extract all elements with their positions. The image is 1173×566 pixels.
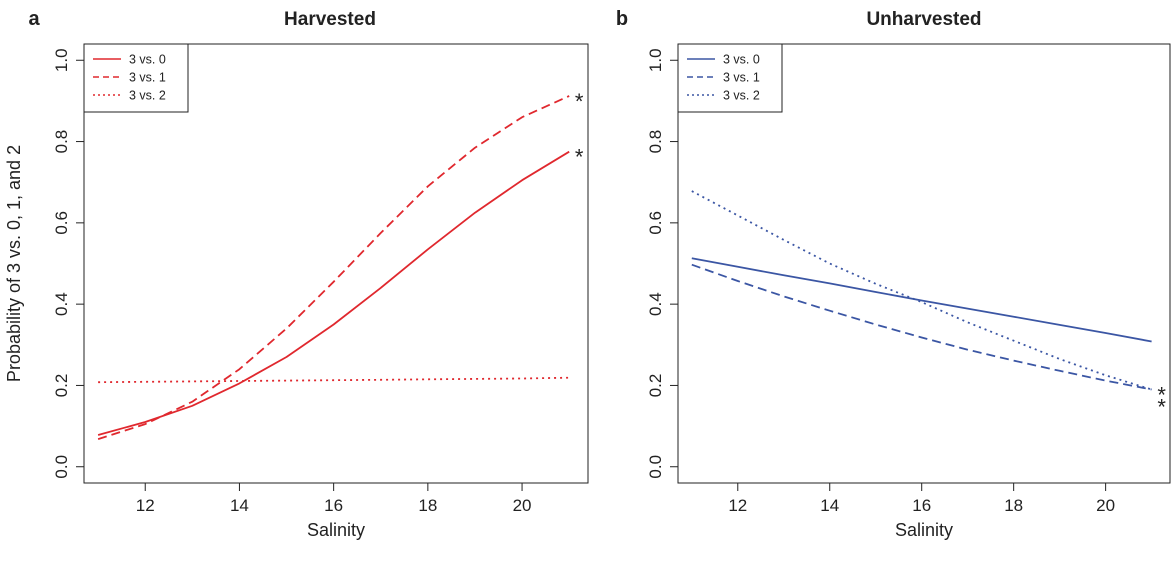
x-axis-label: Salinity xyxy=(307,520,365,540)
plot-frame xyxy=(83,43,589,484)
y-tick-label: 0.4 xyxy=(646,292,665,316)
y-tick-label: 0.4 xyxy=(52,292,71,316)
y-tick-label: 0.2 xyxy=(646,374,665,398)
panel-a: a Harvested 12 14 16 18 20 Salinity 0.0 0.2 0.4 0.6… xyxy=(4,8,589,540)
series-line-dotted xyxy=(98,376,570,384)
legend: 3 vs. 0 3 vs. 1 3 vs. 2 xyxy=(83,43,189,113)
legend-label: 3 vs. 1 xyxy=(129,71,166,85)
legend-label: 3 vs. 0 xyxy=(723,53,760,67)
y-tick-label: 0.0 xyxy=(646,455,665,479)
series-line-solid xyxy=(97,150,570,436)
x-tick-label: 14 xyxy=(820,496,839,515)
x-tick-label: 20 xyxy=(513,496,532,515)
y-tick-label: 0.2 xyxy=(52,374,71,398)
y-axis-label: Probability of 3 vs. 0, 1, and 2 xyxy=(4,145,24,382)
x-tick-label: 20 xyxy=(1096,496,1115,515)
legend-label: 3 vs. 2 xyxy=(129,89,166,103)
panel-title: Unharvested xyxy=(866,9,981,30)
panel-letter: b xyxy=(616,8,628,30)
y-tick-label: 0.6 xyxy=(646,211,665,235)
y-tick-label: 0.0 xyxy=(52,455,71,479)
series-line-dotted xyxy=(691,190,1152,391)
legend-label: 3 vs. 1 xyxy=(723,71,760,85)
y-tick-label: 1.0 xyxy=(52,48,71,72)
significance-star: * xyxy=(575,145,584,170)
series-line-dashed xyxy=(97,95,570,440)
x-tick-label: 18 xyxy=(1004,496,1023,515)
plot-frame xyxy=(677,43,1171,484)
legend-box xyxy=(83,43,189,113)
significance-star: * xyxy=(575,89,584,114)
legend: 3 vs. 0 3 vs. 1 3 vs. 2 xyxy=(677,43,783,113)
y-tick-label: 1.0 xyxy=(646,48,665,72)
legend-label: 3 vs. 2 xyxy=(723,89,760,103)
x-tick-label: 12 xyxy=(728,496,747,515)
x-tick-label: 16 xyxy=(912,496,931,515)
y-tick-label: 0.8 xyxy=(52,130,71,154)
legend-box xyxy=(677,43,783,113)
significance-star: * xyxy=(1157,383,1166,408)
series-line-solid xyxy=(691,257,1152,343)
significance-star: * xyxy=(1157,395,1166,420)
x-axis-label: Salinity xyxy=(895,520,953,540)
legend-label: 3 vs. 0 xyxy=(129,53,166,67)
series-line-dashed xyxy=(691,263,1152,391)
x-tick-label: 18 xyxy=(418,496,437,515)
x-tick-label: 12 xyxy=(136,496,155,515)
panel-b: b Unharvested 12 14 16 18 20 Salinity 0.0 0.2 0.4 0… xyxy=(616,8,1171,540)
y-tick-label: 0.8 xyxy=(646,130,665,154)
panel-title: Harvested xyxy=(284,9,376,30)
x-tick-label: 16 xyxy=(324,496,343,515)
y-tick-label: 0.6 xyxy=(52,211,71,235)
panel-letter: a xyxy=(28,8,40,30)
x-tick-label: 14 xyxy=(230,496,249,515)
